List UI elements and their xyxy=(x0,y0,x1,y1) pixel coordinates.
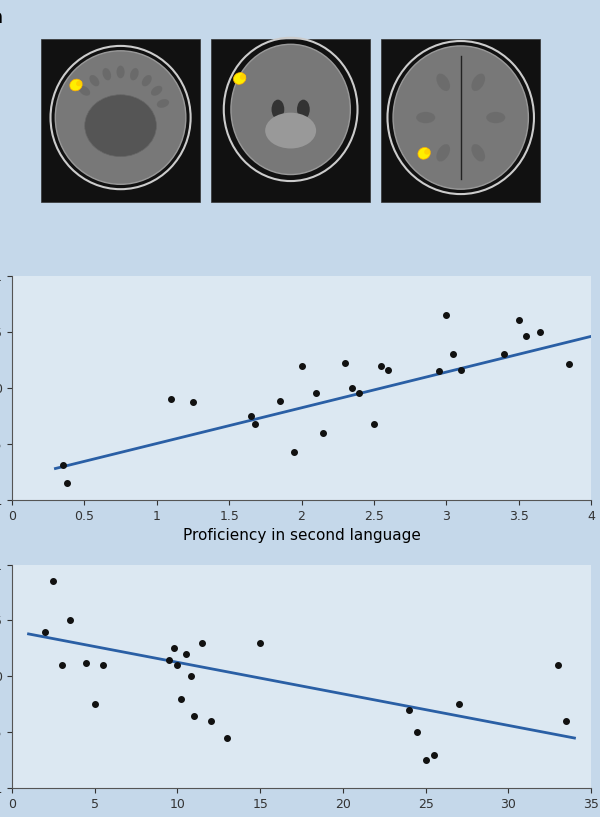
Point xyxy=(49,575,58,588)
Ellipse shape xyxy=(76,80,82,87)
Ellipse shape xyxy=(240,74,246,80)
Point xyxy=(347,382,357,395)
Ellipse shape xyxy=(472,74,485,91)
Point xyxy=(355,387,364,400)
Point xyxy=(442,309,451,322)
Ellipse shape xyxy=(424,149,430,154)
Point xyxy=(421,754,430,767)
FancyBboxPatch shape xyxy=(211,39,370,203)
Point xyxy=(449,348,458,361)
Point xyxy=(197,636,207,650)
Point xyxy=(429,748,439,761)
Point xyxy=(65,614,74,627)
Ellipse shape xyxy=(85,95,157,157)
Point xyxy=(186,670,196,683)
Point xyxy=(376,359,386,372)
Point xyxy=(521,330,530,343)
X-axis label: Proficiency in second language: Proficiency in second language xyxy=(182,528,421,543)
Ellipse shape xyxy=(103,68,111,80)
Point xyxy=(565,358,574,371)
Point xyxy=(222,731,232,744)
Ellipse shape xyxy=(79,86,90,96)
Point xyxy=(289,445,299,458)
Ellipse shape xyxy=(436,144,450,162)
Ellipse shape xyxy=(233,73,246,84)
Point xyxy=(369,417,379,431)
FancyBboxPatch shape xyxy=(381,39,541,203)
Point xyxy=(275,395,284,408)
Point xyxy=(297,359,307,372)
Point xyxy=(319,426,328,440)
Ellipse shape xyxy=(142,75,152,87)
Point xyxy=(434,364,444,377)
Ellipse shape xyxy=(231,44,350,175)
Point xyxy=(311,387,321,400)
Point xyxy=(562,715,571,728)
Ellipse shape xyxy=(472,144,485,162)
Point xyxy=(90,698,100,711)
Point xyxy=(454,698,463,711)
Point xyxy=(57,659,67,672)
Ellipse shape xyxy=(70,79,82,91)
Point xyxy=(164,653,174,666)
Point xyxy=(173,659,182,672)
Point xyxy=(413,725,422,739)
Point xyxy=(456,364,466,377)
Ellipse shape xyxy=(130,68,139,80)
Point xyxy=(404,703,414,717)
Point xyxy=(169,642,179,655)
FancyBboxPatch shape xyxy=(41,39,200,203)
Ellipse shape xyxy=(272,100,284,119)
Ellipse shape xyxy=(116,65,125,78)
Ellipse shape xyxy=(151,86,163,96)
Ellipse shape xyxy=(297,100,310,119)
Ellipse shape xyxy=(418,148,430,159)
Point xyxy=(181,648,191,661)
Point xyxy=(40,625,50,638)
Ellipse shape xyxy=(416,112,435,123)
Ellipse shape xyxy=(55,51,186,185)
Point xyxy=(383,364,393,377)
Point xyxy=(82,657,91,670)
Point xyxy=(166,392,176,405)
Point xyxy=(98,659,108,672)
Point xyxy=(62,476,72,489)
Point xyxy=(553,659,563,672)
Point xyxy=(499,348,509,361)
Ellipse shape xyxy=(436,74,450,91)
Point xyxy=(536,325,545,338)
Ellipse shape xyxy=(393,46,529,190)
Point xyxy=(246,409,256,422)
Point xyxy=(340,357,350,370)
Point xyxy=(176,692,185,705)
Point xyxy=(188,396,198,409)
Point xyxy=(58,458,67,471)
Point xyxy=(256,636,265,650)
Ellipse shape xyxy=(157,99,169,108)
Point xyxy=(250,417,260,431)
Point xyxy=(189,709,199,722)
Ellipse shape xyxy=(486,112,505,123)
Text: a: a xyxy=(0,8,2,27)
Ellipse shape xyxy=(89,75,100,87)
Point xyxy=(206,715,215,728)
Point xyxy=(514,313,523,326)
Ellipse shape xyxy=(265,113,316,149)
